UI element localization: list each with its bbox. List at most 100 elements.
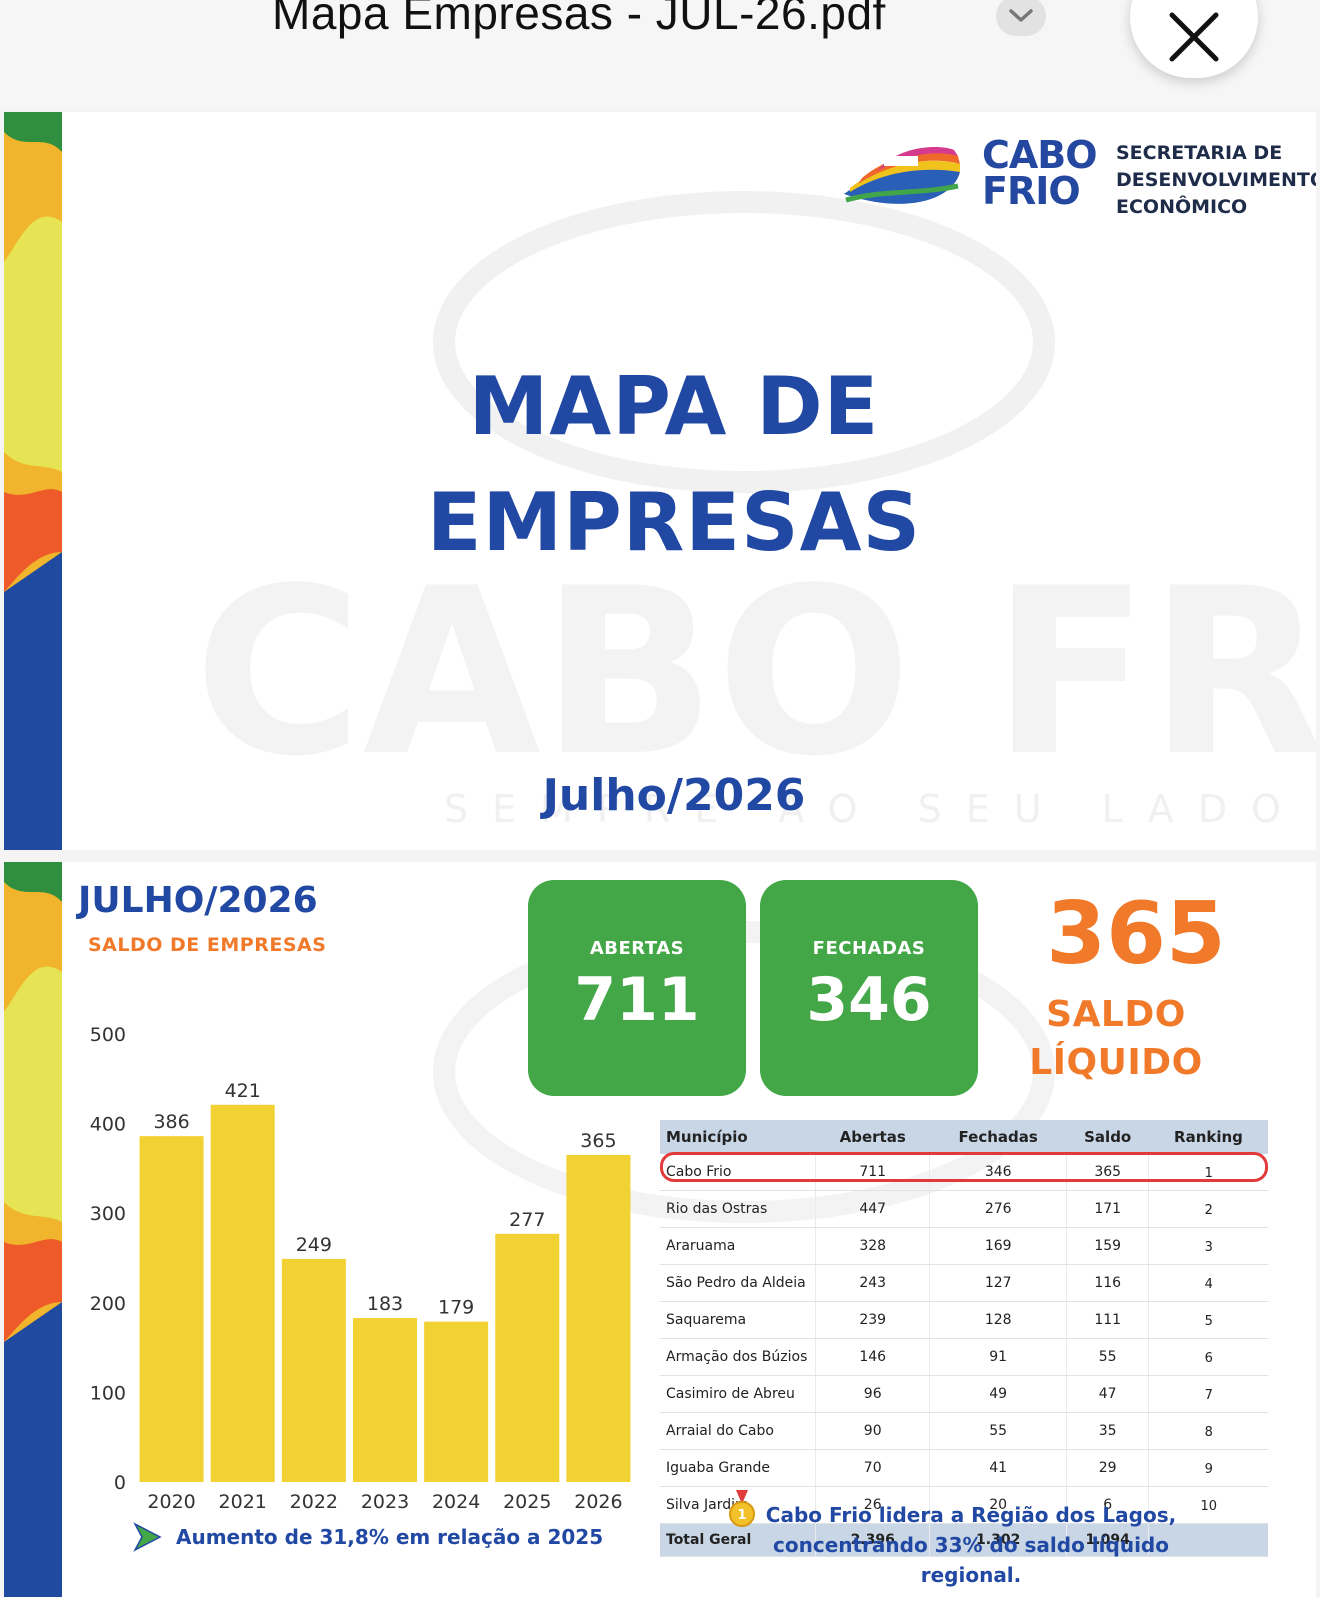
- total-cell: 1.094: [1066, 1523, 1150, 1557]
- bar-data-label: 365: [580, 1130, 616, 1152]
- main-title-line2: EMPRESAS: [426, 476, 922, 569]
- cell-municipio: Saquarema: [660, 1301, 816, 1339]
- table-row: Casimiro de Abreu 96 49 47 7: [660, 1375, 1268, 1413]
- cell-municipio: São Pedro da Aldeia: [660, 1264, 816, 1302]
- table-row: São Pedro da Aldeia 243 127 116 4: [660, 1264, 1268, 1302]
- table-row: Iguaba Grande 70 41 29 9: [660, 1449, 1268, 1487]
- decorative-side-stripe: [4, 862, 62, 1597]
- growth-note: Aumento de 31,8% em relação a 2025: [132, 1522, 603, 1552]
- page2-heading: JULHO/2026: [78, 880, 318, 921]
- table-row: Armação dos Búzios 146 91 55 6: [660, 1338, 1268, 1376]
- bar-2026: [566, 1154, 631, 1482]
- cell-fechadas: 169: [929, 1227, 1067, 1265]
- cell-abertas: 711: [815, 1154, 931, 1191]
- y-tick-label: 500: [90, 1024, 126, 1046]
- cabo-frio-logo: CABO FRIO SECRETARIA DE DESENVOLVIMENTO …: [844, 130, 1316, 220]
- cell-ranking: 5: [1148, 1301, 1268, 1339]
- bar-2020: [139, 1136, 204, 1482]
- cell-fechadas: 127: [929, 1264, 1067, 1302]
- arrow-right-icon: [133, 1522, 162, 1552]
- growth-note-text: Aumento de 31,8% em relação a 2025: [176, 1525, 604, 1549]
- saldo-label-line2: LÍQUIDO: [1029, 1042, 1203, 1083]
- cell-saldo: 111: [1066, 1301, 1150, 1339]
- cell-ranking: 6: [1148, 1338, 1268, 1376]
- total-cell: Total Geral: [660, 1523, 816, 1557]
- cell-ranking: 8: [1148, 1412, 1268, 1450]
- cell-fechadas: 128: [929, 1301, 1067, 1339]
- main-title-line1: MAPA DE: [468, 360, 880, 453]
- y-tick-label: 400: [90, 1114, 126, 1136]
- close-icon: [1169, 12, 1219, 62]
- bar-data-label: 277: [509, 1209, 545, 1231]
- cell-saldo: 55: [1066, 1338, 1150, 1376]
- kpi-value: 711: [574, 965, 700, 1035]
- cell-abertas: 96: [815, 1375, 931, 1413]
- viewer-toolbar: Mapa Empresas - JUL-26.pdf: [0, 0, 1320, 108]
- title-menu-button[interactable]: [996, 0, 1046, 36]
- logo-word-frio: FRIO: [982, 169, 1081, 213]
- cell-ranking: 10: [1148, 1486, 1268, 1524]
- y-tick-label: 100: [90, 1382, 126, 1404]
- y-tick-label: 300: [90, 1203, 126, 1225]
- col-header-ranking: Ranking: [1148, 1120, 1268, 1154]
- total-cell: [1148, 1523, 1268, 1557]
- table-row: Saquarema 239 128 111 5: [660, 1301, 1268, 1339]
- bar-2023: [352, 1318, 418, 1482]
- col-header-fechadas: Fechadas: [929, 1120, 1067, 1154]
- bar-data-label: 249: [296, 1234, 332, 1256]
- cell-municipio: Casimiro de Abreu: [660, 1375, 816, 1413]
- x-tick-label: 2026: [574, 1491, 622, 1513]
- svg-text:CABO FRIO: CABO FRIO: [194, 540, 1316, 807]
- cell-ranking: 1: [1148, 1154, 1268, 1191]
- cell-fechadas: 91: [929, 1338, 1067, 1376]
- kpi-value: 346: [806, 965, 932, 1035]
- x-tick-label: 2024: [432, 1491, 480, 1513]
- kpi-abertas: ABERTAS 711: [528, 880, 746, 1096]
- x-tick-label: 2025: [503, 1491, 551, 1513]
- kpi-label: FECHADAS: [812, 938, 926, 959]
- total-cell: 2.396: [815, 1523, 931, 1557]
- logo-emblem-icon: [844, 147, 960, 204]
- table-header-row: Município Abertas Fechadas Saldo Ranking: [660, 1120, 1268, 1154]
- close-button[interactable]: [1130, 0, 1258, 78]
- cell-abertas: 26: [815, 1486, 931, 1524]
- cell-abertas: 447: [815, 1190, 931, 1228]
- pdf-page-1: CABO FRIO SEMPRE AO SEU LADO CABO FRIO S…: [4, 112, 1316, 850]
- cell-saldo: 159: [1066, 1227, 1150, 1265]
- leadership-line2: concentrando 33% do saldo líquido region…: [773, 1533, 1169, 1587]
- decorative-side-stripe: [4, 112, 62, 850]
- cell-fechadas: 55: [929, 1412, 1067, 1450]
- y-tick-label: 0: [114, 1472, 126, 1494]
- kpi-label: ABERTAS: [589, 938, 685, 959]
- kpi-fechadas: FECHADAS 346: [760, 880, 978, 1096]
- cell-fechadas: 276: [929, 1190, 1067, 1228]
- page2-subheading: SALDO DE EMPRESAS: [88, 934, 327, 956]
- table-row: Silva Jardim 26 20 6 10: [660, 1486, 1268, 1524]
- table-row: Arraial do Cabo 90 55 35 8: [660, 1412, 1268, 1450]
- chevron-down-icon: [1009, 9, 1033, 22]
- ranking-table: Município Abertas Fechadas Saldo Ranking…: [660, 1120, 1268, 1557]
- cell-abertas: 243: [815, 1264, 931, 1302]
- col-header-abertas: Abertas: [815, 1120, 930, 1154]
- page-subtitle: Julho/2026: [542, 770, 806, 821]
- cell-abertas: 70: [815, 1449, 931, 1487]
- cell-abertas: 90: [815, 1412, 931, 1450]
- col-header-saldo: Saldo: [1066, 1120, 1149, 1154]
- table-row: Araruama 328 169 159 3: [660, 1227, 1268, 1265]
- x-tick-label: 2021: [219, 1491, 267, 1513]
- bar-2025: [495, 1233, 560, 1482]
- bar-2021: [210, 1104, 275, 1482]
- cell-saldo: 171: [1066, 1190, 1150, 1228]
- x-tick-label: 2020: [147, 1491, 195, 1513]
- logo-department: SECRETARIA DE DESENVOLVIMENTO ECONÔMICO: [1116, 142, 1316, 218]
- bar-data-label: 386: [153, 1111, 189, 1133]
- bar-data-label: 183: [367, 1293, 403, 1315]
- cell-ranking: 4: [1148, 1264, 1268, 1302]
- cell-ranking: 2: [1148, 1190, 1268, 1228]
- cell-ranking: 7: [1148, 1375, 1268, 1413]
- cell-abertas: 146: [815, 1338, 931, 1376]
- cell-fechadas: 49: [929, 1375, 1067, 1413]
- cell-municipio: Armação dos Búzios: [660, 1338, 816, 1376]
- cell-fechadas: 41: [929, 1449, 1067, 1487]
- cell-saldo: 6: [1066, 1486, 1150, 1524]
